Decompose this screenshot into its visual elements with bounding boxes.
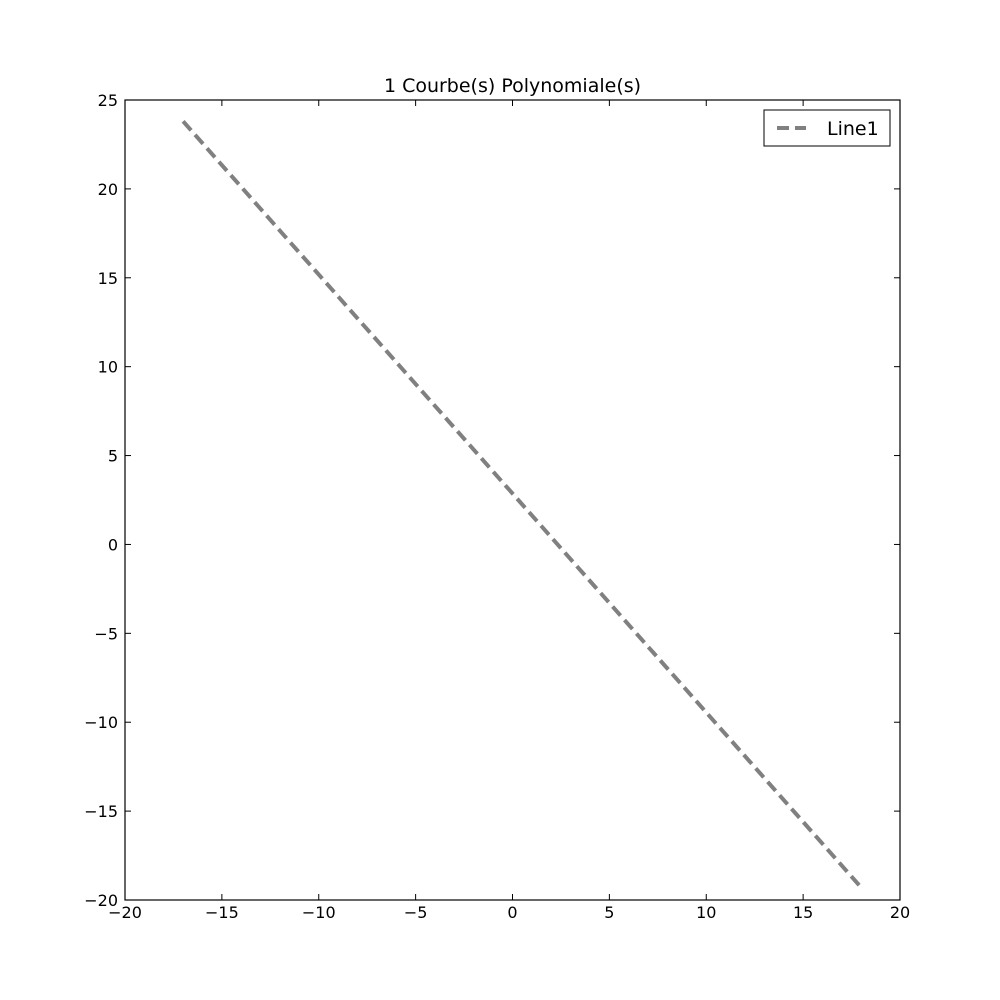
y-tick-label: 25 — [98, 91, 118, 110]
series-layer — [181, 120, 863, 889]
x-tick-label: 0 — [507, 903, 517, 922]
y-tick-label: 0 — [108, 535, 118, 554]
x-tick-label: 20 — [890, 903, 910, 922]
y-tick-label: 5 — [108, 447, 118, 466]
plot-area — [125, 100, 900, 900]
series-line-line1 — [181, 120, 863, 889]
axes-frame — [124, 99, 901, 901]
ticks-layer: −20 −15 −10 −5 0 5 10 15 20 −20 −15 −10 −5 0 5 10 15 20 25 — [84, 91, 910, 922]
x-tick-label: 5 — [604, 903, 614, 922]
y-tick-label: −15 — [84, 802, 118, 821]
y-tick-label: −20 — [84, 891, 118, 910]
legend-label: Line1 — [827, 118, 879, 140]
y-tick-label: 10 — [98, 358, 118, 377]
x-tick-label: −20 — [108, 903, 142, 922]
x-tick-label: 15 — [793, 903, 813, 922]
x-tick-label: −5 — [404, 903, 428, 922]
y-tick-label: 15 — [98, 269, 118, 288]
x-tick-label: −15 — [205, 903, 239, 922]
y-tick-label: −10 — [84, 713, 118, 732]
x-tick-label: −10 — [302, 903, 336, 922]
y-tick-label: −5 — [94, 624, 118, 643]
y-tick-label: 20 — [98, 180, 118, 199]
legend: Line1 — [763, 109, 891, 147]
x-tick-label: 10 — [696, 903, 716, 922]
chart-title: 1 Courbe(s) Polynomiale(s) — [384, 75, 641, 97]
